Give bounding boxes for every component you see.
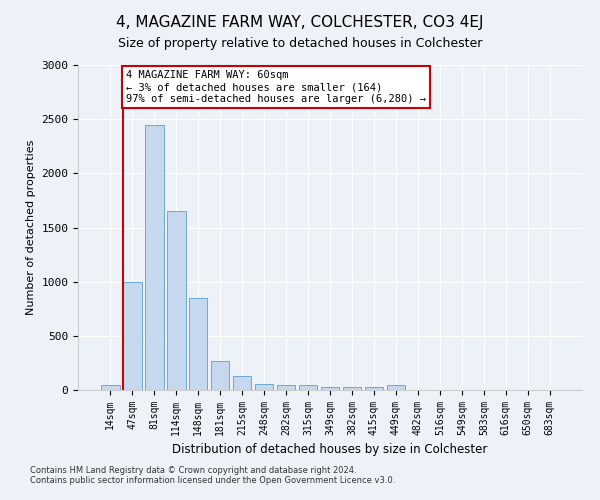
Bar [167, 211, 185, 390]
Bar [386, 384, 405, 390]
Text: Contains HM Land Registry data © Crown copyright and database right 2024.
Contai: Contains HM Land Registry data © Crown c… [30, 466, 395, 485]
Bar [343, 387, 361, 390]
Bar [320, 387, 340, 390]
Text: 4 MAGAZINE FARM WAY: 60sqm
← 3% of detached houses are smaller (164)
97% of semi: 4 MAGAZINE FARM WAY: 60sqm ← 3% of detac… [126, 70, 426, 104]
Bar [255, 384, 274, 390]
Bar [299, 384, 317, 390]
X-axis label: Distribution of detached houses by size in Colchester: Distribution of detached houses by size … [172, 444, 488, 456]
Bar [365, 387, 383, 390]
Bar [123, 282, 142, 390]
Bar [101, 384, 119, 390]
Bar [211, 361, 229, 390]
Bar [277, 385, 295, 390]
Y-axis label: Number of detached properties: Number of detached properties [26, 140, 36, 315]
Bar [189, 298, 208, 390]
Bar [233, 376, 251, 390]
Bar [145, 124, 164, 390]
Text: 4, MAGAZINE FARM WAY, COLCHESTER, CO3 4EJ: 4, MAGAZINE FARM WAY, COLCHESTER, CO3 4E… [116, 15, 484, 30]
Text: Size of property relative to detached houses in Colchester: Size of property relative to detached ho… [118, 38, 482, 51]
